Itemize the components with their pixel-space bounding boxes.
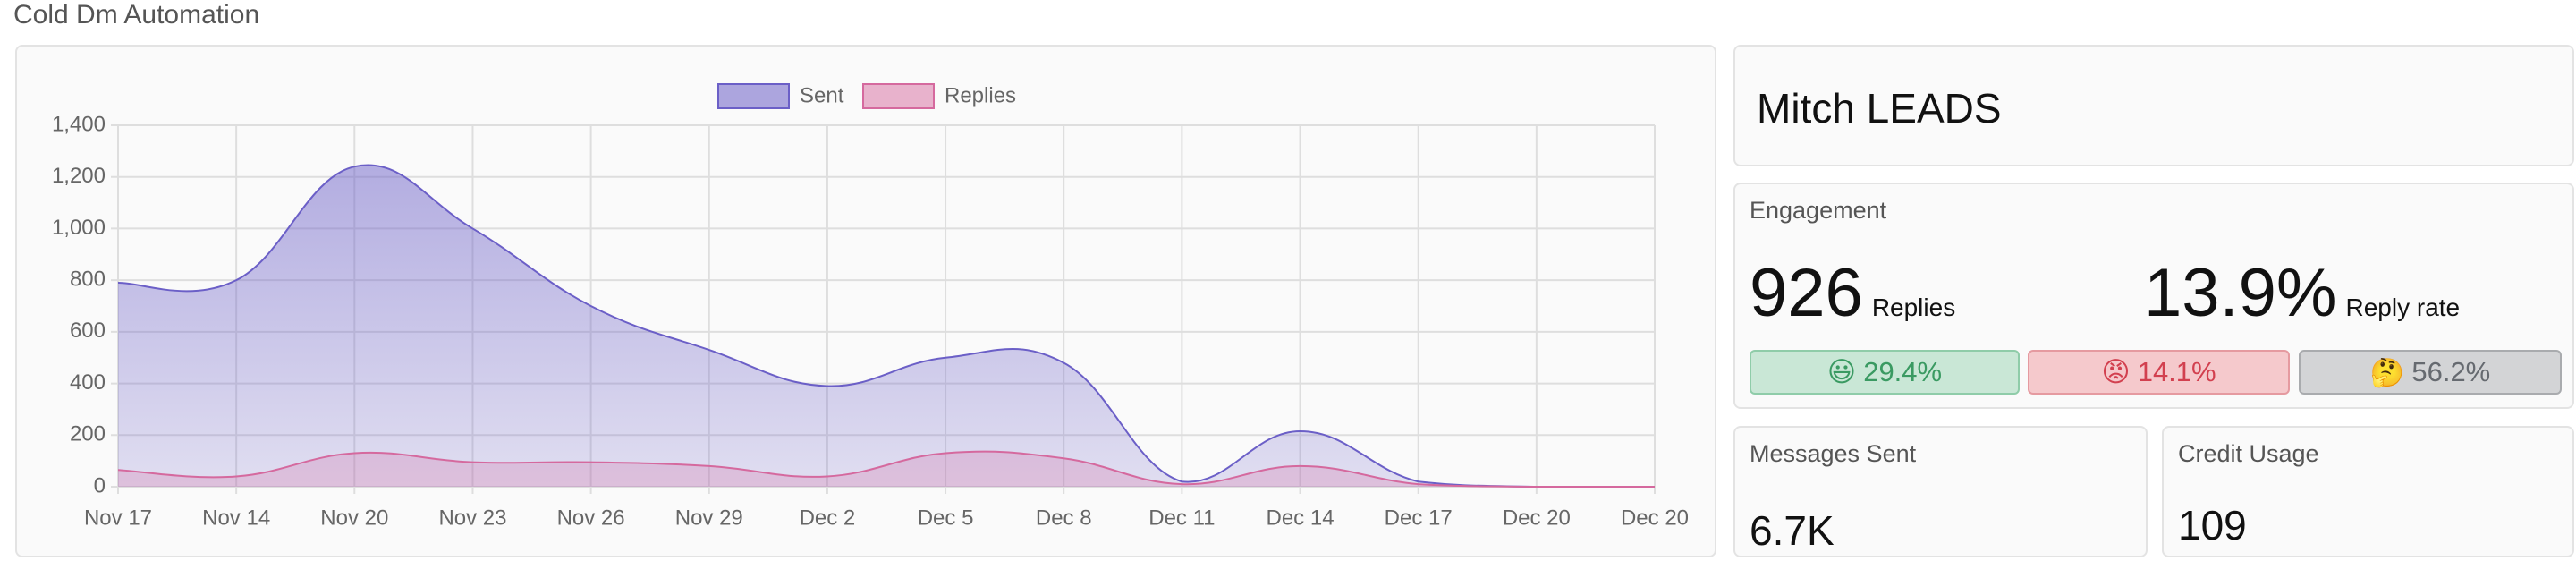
messages-card: Messages Sent 6.7K: [1733, 426, 2148, 557]
engagement-title: Engagement: [1750, 197, 1887, 224]
credit-title: Credit Usage: [2178, 440, 2319, 467]
y-tick-label: 800: [70, 267, 106, 291]
x-tick-label: Nov 26: [557, 506, 625, 530]
replies-stat: 926 Replies: [1750, 254, 1955, 332]
x-tick-label: Nov 23: [438, 506, 506, 530]
x-tick-label: Nov 29: [675, 506, 743, 530]
x-tick-label: Dec 5: [918, 506, 974, 530]
messages-value: 6.7K: [1750, 507, 1835, 554]
badge-value: 14.1%: [2137, 356, 2216, 387]
chart-card: 0 200 400 600 800 1,000 1,200 1,400 Nov 17 Nov 14…: [15, 45, 1716, 557]
messages-title: Messages Sent: [1750, 440, 1917, 467]
line: [117, 450, 1655, 488]
y-tick-label: 600: [70, 319, 106, 343]
x-tick-label: Dec 20: [1621, 506, 1689, 530]
legend-swatch: [862, 83, 935, 109]
line: [117, 164, 1655, 488]
rate-stat: 13.9% Reply rate: [2144, 254, 2460, 332]
legend-swatch: [717, 83, 790, 109]
badge-emoji: 😡: [2101, 356, 2131, 387]
y-tick-label: 1,200: [52, 164, 106, 188]
y-tick-label: 1,000: [52, 216, 106, 240]
page-title: Cold Dm Automation: [13, 0, 260, 30]
legend-label: Replies: [945, 83, 1016, 107]
legend-label: Sent: [800, 83, 844, 107]
positive-badge: 😃 29.4%: [1750, 350, 2020, 395]
rate-value: 13.9%: [2144, 255, 2337, 331]
replies-label: Replies: [1871, 293, 1956, 321]
negative-badge: 😡 14.1%: [2028, 350, 2290, 395]
credit-card: Credit Usage 109: [2162, 426, 2574, 557]
y-tick-label: 0: [94, 473, 106, 497]
x-tick-label: Dec 17: [1385, 506, 1453, 530]
area: [118, 451, 1655, 487]
chart: 0 200 400 600 800 1,000 1,200 1,400 Nov 17 Nov 14…: [52, 83, 1689, 530]
account-name: Mitch LEADS: [1757, 85, 2002, 132]
replies-value: 926: [1750, 255, 1863, 331]
x-tick-label: Dec 14: [1267, 506, 1335, 530]
x-tick-label: Dec 8: [1036, 506, 1092, 530]
x-tick-label: Dec 2: [800, 506, 856, 530]
x-tick-label: Dec 20: [1503, 506, 1571, 530]
credit-value: 109: [2178, 502, 2247, 548]
account-card: Mitch LEADS: [1733, 45, 2574, 166]
x-tick-label: Nov 14: [202, 506, 270, 530]
badge-emoji: 🤔: [2369, 356, 2405, 388]
rate-label: Reply rate: [2345, 293, 2461, 321]
y-tick-label: 400: [70, 370, 106, 395]
x-tick-label: Nov 20: [320, 506, 388, 530]
engagement-card: Engagement 926 Replies 13.9% Reply rate …: [1733, 183, 2574, 409]
neutral-badge: 🤔 56.2%: [2299, 350, 2562, 395]
x-tick-label: Dec 11: [1148, 506, 1215, 530]
badge-value: 56.2%: [2411, 356, 2491, 387]
area: [118, 165, 1655, 487]
badge-value: 29.4%: [1863, 356, 1943, 387]
y-tick-label: 200: [70, 422, 106, 446]
y-tick-label: 1,400: [52, 112, 106, 136]
badge-emoji: 😃: [1826, 356, 1857, 387]
x-tick-label: Nov 17: [84, 506, 152, 530]
